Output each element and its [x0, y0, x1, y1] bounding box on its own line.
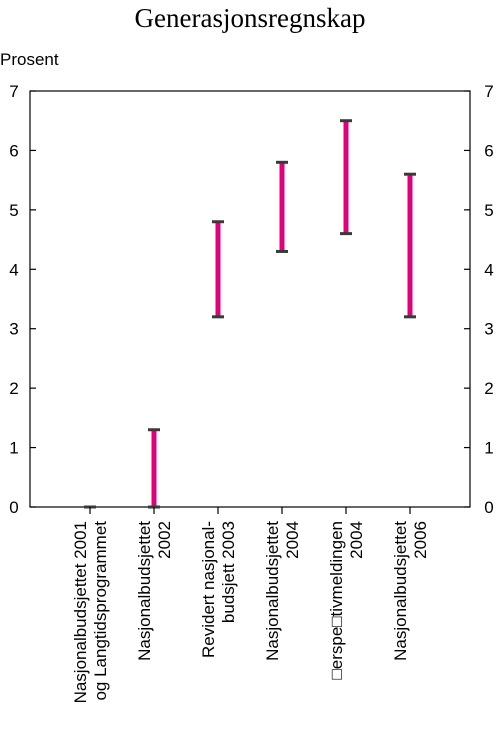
category-label-line: 2004: [283, 521, 302, 559]
y-tick-label-left: 7: [9, 82, 18, 101]
category-label: Nasjonalbudsjettet 2006: [391, 521, 430, 661]
y-tick-label-left: 3: [9, 320, 18, 339]
y-axis-right: 0 1 2 3 4 5 6 7: [464, 82, 494, 517]
y-tick-label-right: 4: [484, 260, 493, 279]
y-tick-label-right: 0: [484, 498, 493, 517]
range-cap-low: [340, 232, 352, 236]
category-label-line: Nasjonalbudsjettet 2001: [71, 521, 90, 703]
range-cap-low: [276, 249, 288, 253]
category-label-line: 2002: [155, 521, 174, 559]
y-tick-label-left: 2: [9, 379, 18, 398]
range-bar: [407, 174, 413, 317]
category-label-line: Revidert nasjonal-: [199, 521, 218, 658]
category-label-line: □erspe□tivmeldingen: [327, 521, 346, 680]
range-cap-low: [404, 315, 416, 319]
category-label-line: 2004: [347, 521, 366, 559]
y-tick-label-right: 3: [484, 320, 493, 339]
range-cap-high: [148, 428, 160, 432]
category-label-line: Nasjonalbudsjettet: [391, 521, 410, 661]
range-cap-high: [404, 172, 416, 176]
range-bar: [279, 162, 285, 252]
category-label-line: Nasjonalbudsjettet: [135, 521, 154, 661]
category-label: Nasjonalbudsjettet 2001 og Langtidsprogra…: [71, 521, 110, 704]
y-axis-unit-label: Prosent: [0, 50, 59, 69]
range-bars: [84, 119, 416, 509]
range-cap-high: [340, 119, 352, 123]
category-label: Revidert nasjonal-budsjett 2003: [199, 521, 238, 658]
y-axis-left: 0 1 2 3 4 5 6 7: [9, 82, 36, 517]
y-tick-label-left: 5: [9, 201, 18, 220]
category-label-line: 2006: [411, 521, 430, 559]
category-label: Nasjonalbudsjettet 2002: [135, 521, 174, 661]
range-bar: [343, 120, 349, 234]
plot-frame: [29, 90, 471, 508]
range-cap-low: [212, 315, 224, 319]
y-tick-label-right: 7: [484, 82, 493, 101]
category-label: Nasjonalbudsjettet 2004: [263, 521, 302, 661]
y-tick-label-left: 0: [9, 498, 18, 517]
y-tick-label-right: 1: [484, 439, 493, 458]
category-label-line: budsjett 2003: [219, 521, 238, 623]
category-label-line: Nasjonalbudsjettet: [263, 521, 282, 661]
y-tick-label-right: 6: [484, 141, 493, 160]
range-cap-high: [276, 160, 288, 164]
category-label-line: og Langtidsprogrammet: [91, 521, 110, 701]
y-tick-label-right: 5: [484, 201, 493, 220]
range-cap-high: [212, 220, 224, 224]
y-tick-label-left: 4: [9, 260, 18, 279]
y-tick-label-left: 6: [9, 141, 18, 160]
y-tick-label-right: 2: [484, 379, 493, 398]
category-labels: Nasjonalbudsjettet 2001 og Langtidsprogra…: [71, 507, 430, 703]
category-label: □erspe□tivmeldingen 2004: [327, 521, 366, 680]
range-bar: [151, 429, 157, 507]
y-tick-label-left: 1: [9, 439, 18, 458]
chart-title: Generasjonsregnskap: [135, 3, 366, 33]
range-bar: [215, 221, 221, 317]
